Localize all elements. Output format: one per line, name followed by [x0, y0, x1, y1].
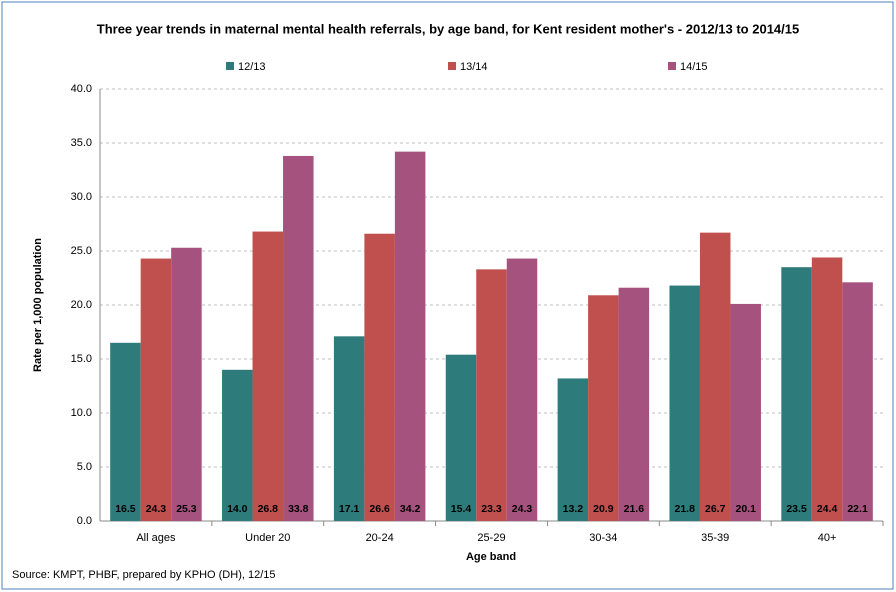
bar [283, 155, 314, 521]
value-label: 34.2 [400, 503, 421, 515]
value-label: 21.6 [624, 503, 645, 515]
value-label: 24.3 [146, 503, 167, 515]
x-tick-label: 20-24 [366, 532, 394, 544]
value-label: 23.3 [481, 503, 502, 515]
y-tick-label: 40.0 [71, 83, 92, 95]
bar [364, 233, 395, 521]
bar [730, 303, 761, 521]
x-tick-label: 35-39 [701, 532, 729, 544]
bar [669, 285, 700, 521]
value-label: 26.8 [258, 503, 279, 515]
x-tick-label: 40+ [818, 532, 837, 544]
bar [394, 151, 426, 521]
legend-swatch [448, 62, 456, 70]
bar [445, 354, 477, 521]
value-label: 13.2 [563, 503, 584, 515]
bar [140, 258, 172, 521]
bar [476, 269, 507, 521]
value-label: 22.1 [847, 503, 868, 515]
y-tick-label: 25.0 [71, 245, 92, 257]
legend-swatch [226, 62, 234, 70]
bar [333, 336, 365, 521]
bar [618, 287, 650, 521]
bar [588, 295, 619, 521]
y-axis-title: Rate per 1,000 population [32, 238, 44, 372]
bar [557, 378, 589, 521]
value-label: 33.8 [288, 503, 309, 515]
bar [171, 247, 202, 521]
bar [842, 282, 873, 521]
bar [781, 267, 812, 521]
y-tick-label: 30.0 [71, 191, 92, 203]
x-tick-label: All ages [136, 532, 176, 544]
legend-label: 12/13 [238, 61, 266, 73]
bar [699, 232, 731, 521]
y-tick-label: 5.0 [77, 461, 92, 473]
value-label: 24.3 [512, 503, 533, 515]
value-label: 20.1 [735, 503, 756, 515]
value-label: 24.4 [817, 503, 838, 515]
y-tick-label: 35.0 [71, 137, 92, 149]
value-label: 17.1 [339, 503, 360, 515]
value-label: 20.9 [593, 503, 614, 515]
value-label: 23.5 [786, 503, 807, 515]
bar [252, 231, 284, 521]
bar [506, 258, 538, 521]
value-label: 26.6 [369, 503, 390, 515]
x-axis-title: Age band [466, 551, 516, 563]
chart-title: Three year trends in maternal mental hea… [97, 21, 799, 36]
value-label: 15.4 [451, 503, 472, 515]
value-label: 26.7 [705, 503, 726, 515]
value-label: 14.0 [227, 503, 248, 515]
y-tick-label: 0.0 [77, 515, 92, 527]
bar [110, 342, 141, 521]
legend-swatch [668, 62, 676, 70]
x-tick-label: 30-34 [589, 532, 617, 544]
bar [811, 257, 843, 521]
y-tick-label: 10.0 [71, 407, 92, 419]
legend-label: 14/15 [680, 61, 708, 73]
value-label: 25.3 [176, 503, 197, 515]
value-label: 21.8 [674, 503, 695, 515]
legend-label: 13/14 [460, 61, 488, 73]
x-tick-label: Under 20 [245, 532, 290, 544]
source-note: Source: KMPT, PHBF, prepared by KPHO (DH… [12, 569, 276, 581]
x-tick-label: 25-29 [477, 532, 505, 544]
y-tick-label: 15.0 [71, 353, 92, 365]
bar [222, 369, 253, 521]
y-tick-label: 20.0 [71, 299, 92, 311]
value-label: 16.5 [115, 503, 136, 515]
